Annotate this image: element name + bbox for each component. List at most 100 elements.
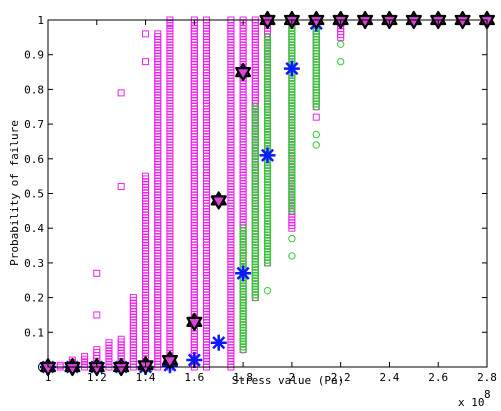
- circle-marker: [263, 125, 272, 133]
- circle-marker: [263, 128, 272, 136]
- circle-marker: [263, 178, 272, 186]
- circle-marker: [288, 185, 296, 193]
- circle-marker: [288, 52, 296, 60]
- circle-marker: [263, 89, 272, 97]
- circle-marker: [288, 138, 296, 146]
- circle-marker: [239, 230, 247, 238]
- circle-marker: [263, 253, 272, 262]
- circle-marker: [288, 234, 296, 243]
- circle-marker: [263, 186, 272, 195]
- circle-marker: [251, 293, 260, 302]
- circle-marker: [239, 232, 247, 241]
- square-marker: [93, 311, 101, 319]
- circle-marker: [288, 132, 296, 140]
- circle-marker: [251, 252, 260, 260]
- circle-marker: [263, 136, 272, 145]
- circle-marker: [288, 135, 296, 143]
- x-tick-label: 2.6: [428, 371, 448, 384]
- circle-marker: [251, 174, 260, 183]
- x-tick-label: 2: [289, 371, 296, 384]
- circle-marker: [251, 291, 260, 299]
- circle-marker: [239, 285, 247, 293]
- circle-marker: [288, 162, 296, 171]
- circle-marker: [312, 103, 320, 111]
- circle-marker: [239, 224, 247, 232]
- circle-marker: [288, 115, 296, 124]
- circle-marker: [251, 172, 260, 180]
- circle-marker: [251, 147, 260, 155]
- circle-marker: [263, 223, 272, 231]
- circle-marker: [263, 175, 272, 184]
- circle-marker: [263, 42, 272, 50]
- circle-marker: [312, 41, 320, 49]
- circle-marker: [251, 221, 260, 230]
- circle-marker: [263, 47, 272, 55]
- asterisk-marker: [235, 265, 252, 282]
- circle-marker: [239, 321, 247, 329]
- circle-marker: [239, 337, 247, 346]
- circle-marker: [288, 88, 296, 96]
- x-tick-label: 2.8: [477, 371, 497, 384]
- circle-marker: [239, 334, 247, 343]
- hexagram-marker-down: [235, 66, 252, 82]
- circle-marker: [239, 287, 247, 296]
- hexagram-marker-down: [210, 195, 227, 210]
- circle-marker: [288, 41, 296, 49]
- circle-marker: [263, 214, 272, 223]
- circle-marker: [251, 133, 260, 141]
- circle-marker: [239, 293, 247, 301]
- x-tick-label: 2.2: [331, 371, 351, 384]
- circle-marker: [263, 58, 272, 67]
- hexagram-marker-down: [113, 361, 130, 377]
- circle-marker: [288, 201, 296, 210]
- hexagram-marker-down: [405, 14, 422, 30]
- circle-marker: [288, 43, 296, 52]
- circle-marker: [251, 150, 260, 158]
- circle-marker: [288, 85, 296, 93]
- circle-marker: [263, 80, 272, 89]
- circle-marker: [251, 216, 260, 224]
- hexagram-marker-down: [357, 14, 374, 30]
- circle-marker: [312, 94, 320, 103]
- hexagram-marker-down: [454, 14, 471, 30]
- circle-marker: [251, 136, 260, 144]
- circle-marker: [251, 244, 260, 252]
- y-tick-label: 0: [37, 361, 44, 374]
- circle-marker: [288, 165, 296, 174]
- circle-marker: [251, 230, 260, 238]
- circle-marker: [251, 224, 260, 233]
- circle-marker: [263, 83, 272, 92]
- circle-marker: [251, 227, 260, 235]
- circle-marker: [251, 235, 260, 244]
- circle-marker: [251, 169, 260, 177]
- y-tick-label: 0.3: [24, 257, 44, 270]
- circle-marker: [288, 104, 296, 113]
- circle-marker: [288, 124, 296, 132]
- circle-marker: [239, 326, 247, 335]
- circle-marker: [312, 61, 320, 69]
- circle-marker: [251, 141, 260, 150]
- circle-marker: [239, 315, 247, 323]
- circle-marker: [251, 266, 260, 274]
- square-marker: [142, 30, 150, 38]
- square-marker: [117, 335, 125, 343]
- x-tick-label: 1.8: [233, 371, 253, 384]
- circle-marker: [288, 126, 296, 135]
- circle-marker: [263, 103, 272, 111]
- circle-marker: [263, 228, 272, 236]
- circle-marker: [263, 114, 272, 122]
- circle-marker: [263, 211, 272, 220]
- hexagram-marker-down: [186, 316, 203, 331]
- circle-marker: [288, 77, 296, 85]
- circle-marker: [288, 107, 296, 115]
- square-marker: [129, 294, 137, 302]
- circle-marker: [288, 176, 296, 185]
- circle-marker: [251, 202, 260, 211]
- circle-marker: [239, 235, 247, 243]
- circle-marker: [263, 217, 272, 225]
- circle-marker: [263, 170, 272, 178]
- circle-marker: [263, 248, 272, 256]
- circle-marker: [263, 220, 272, 228]
- circle-marker: [251, 241, 260, 249]
- circle-marker: [263, 189, 272, 197]
